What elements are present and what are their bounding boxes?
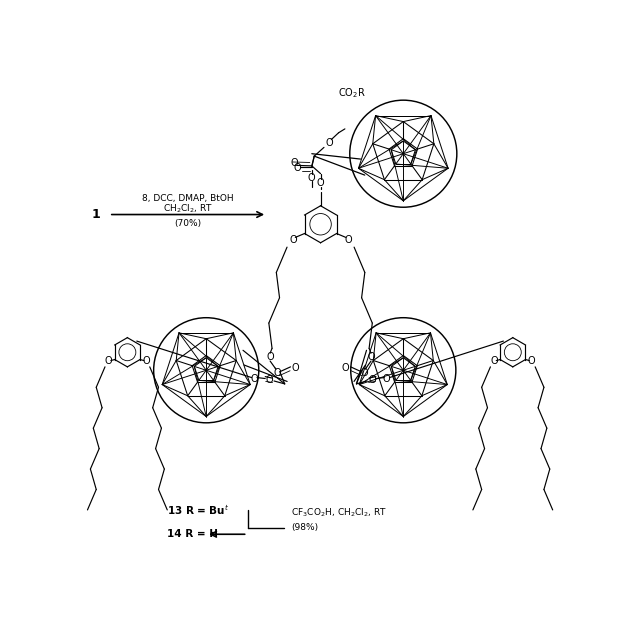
Text: O: O	[383, 374, 391, 384]
Text: O: O	[528, 356, 535, 366]
Text: CO$_2$R: CO$_2$R	[338, 86, 366, 100]
Text: CH$_2$Cl$_2$, RT: CH$_2$Cl$_2$, RT	[163, 203, 213, 216]
Text: O: O	[308, 173, 316, 183]
Text: O: O	[368, 375, 376, 385]
Text: CF$_3$CO$_2$H, CH$_2$Cl$_2$, RT: CF$_3$CO$_2$H, CH$_2$Cl$_2$, RT	[291, 507, 387, 519]
Text: 1: 1	[91, 208, 100, 221]
Text: (98%): (98%)	[291, 523, 319, 532]
Text: O: O	[317, 178, 324, 188]
Text: O: O	[105, 356, 112, 366]
Text: O: O	[273, 368, 281, 378]
Text: O: O	[293, 163, 301, 173]
Text: O: O	[251, 374, 258, 384]
Text: O: O	[142, 356, 150, 366]
Text: 14 R = H: 14 R = H	[167, 529, 218, 539]
Text: O: O	[490, 356, 498, 366]
Text: O: O	[325, 138, 333, 147]
Text: O: O	[367, 352, 375, 362]
Text: O: O	[344, 235, 352, 245]
Text: 8, DCC, DMAP, BtOH: 8, DCC, DMAP, BtOH	[142, 194, 234, 203]
Text: O: O	[290, 158, 298, 168]
Text: O: O	[289, 235, 297, 245]
Text: (70%): (70%)	[175, 219, 202, 228]
Text: 13 R = Bu$^t$: 13 R = Bu$^t$	[167, 503, 230, 517]
Text: O: O	[360, 368, 368, 378]
Text: O: O	[265, 375, 273, 385]
Text: O: O	[291, 363, 299, 373]
Text: O: O	[266, 352, 274, 362]
Text: O: O	[342, 363, 349, 373]
